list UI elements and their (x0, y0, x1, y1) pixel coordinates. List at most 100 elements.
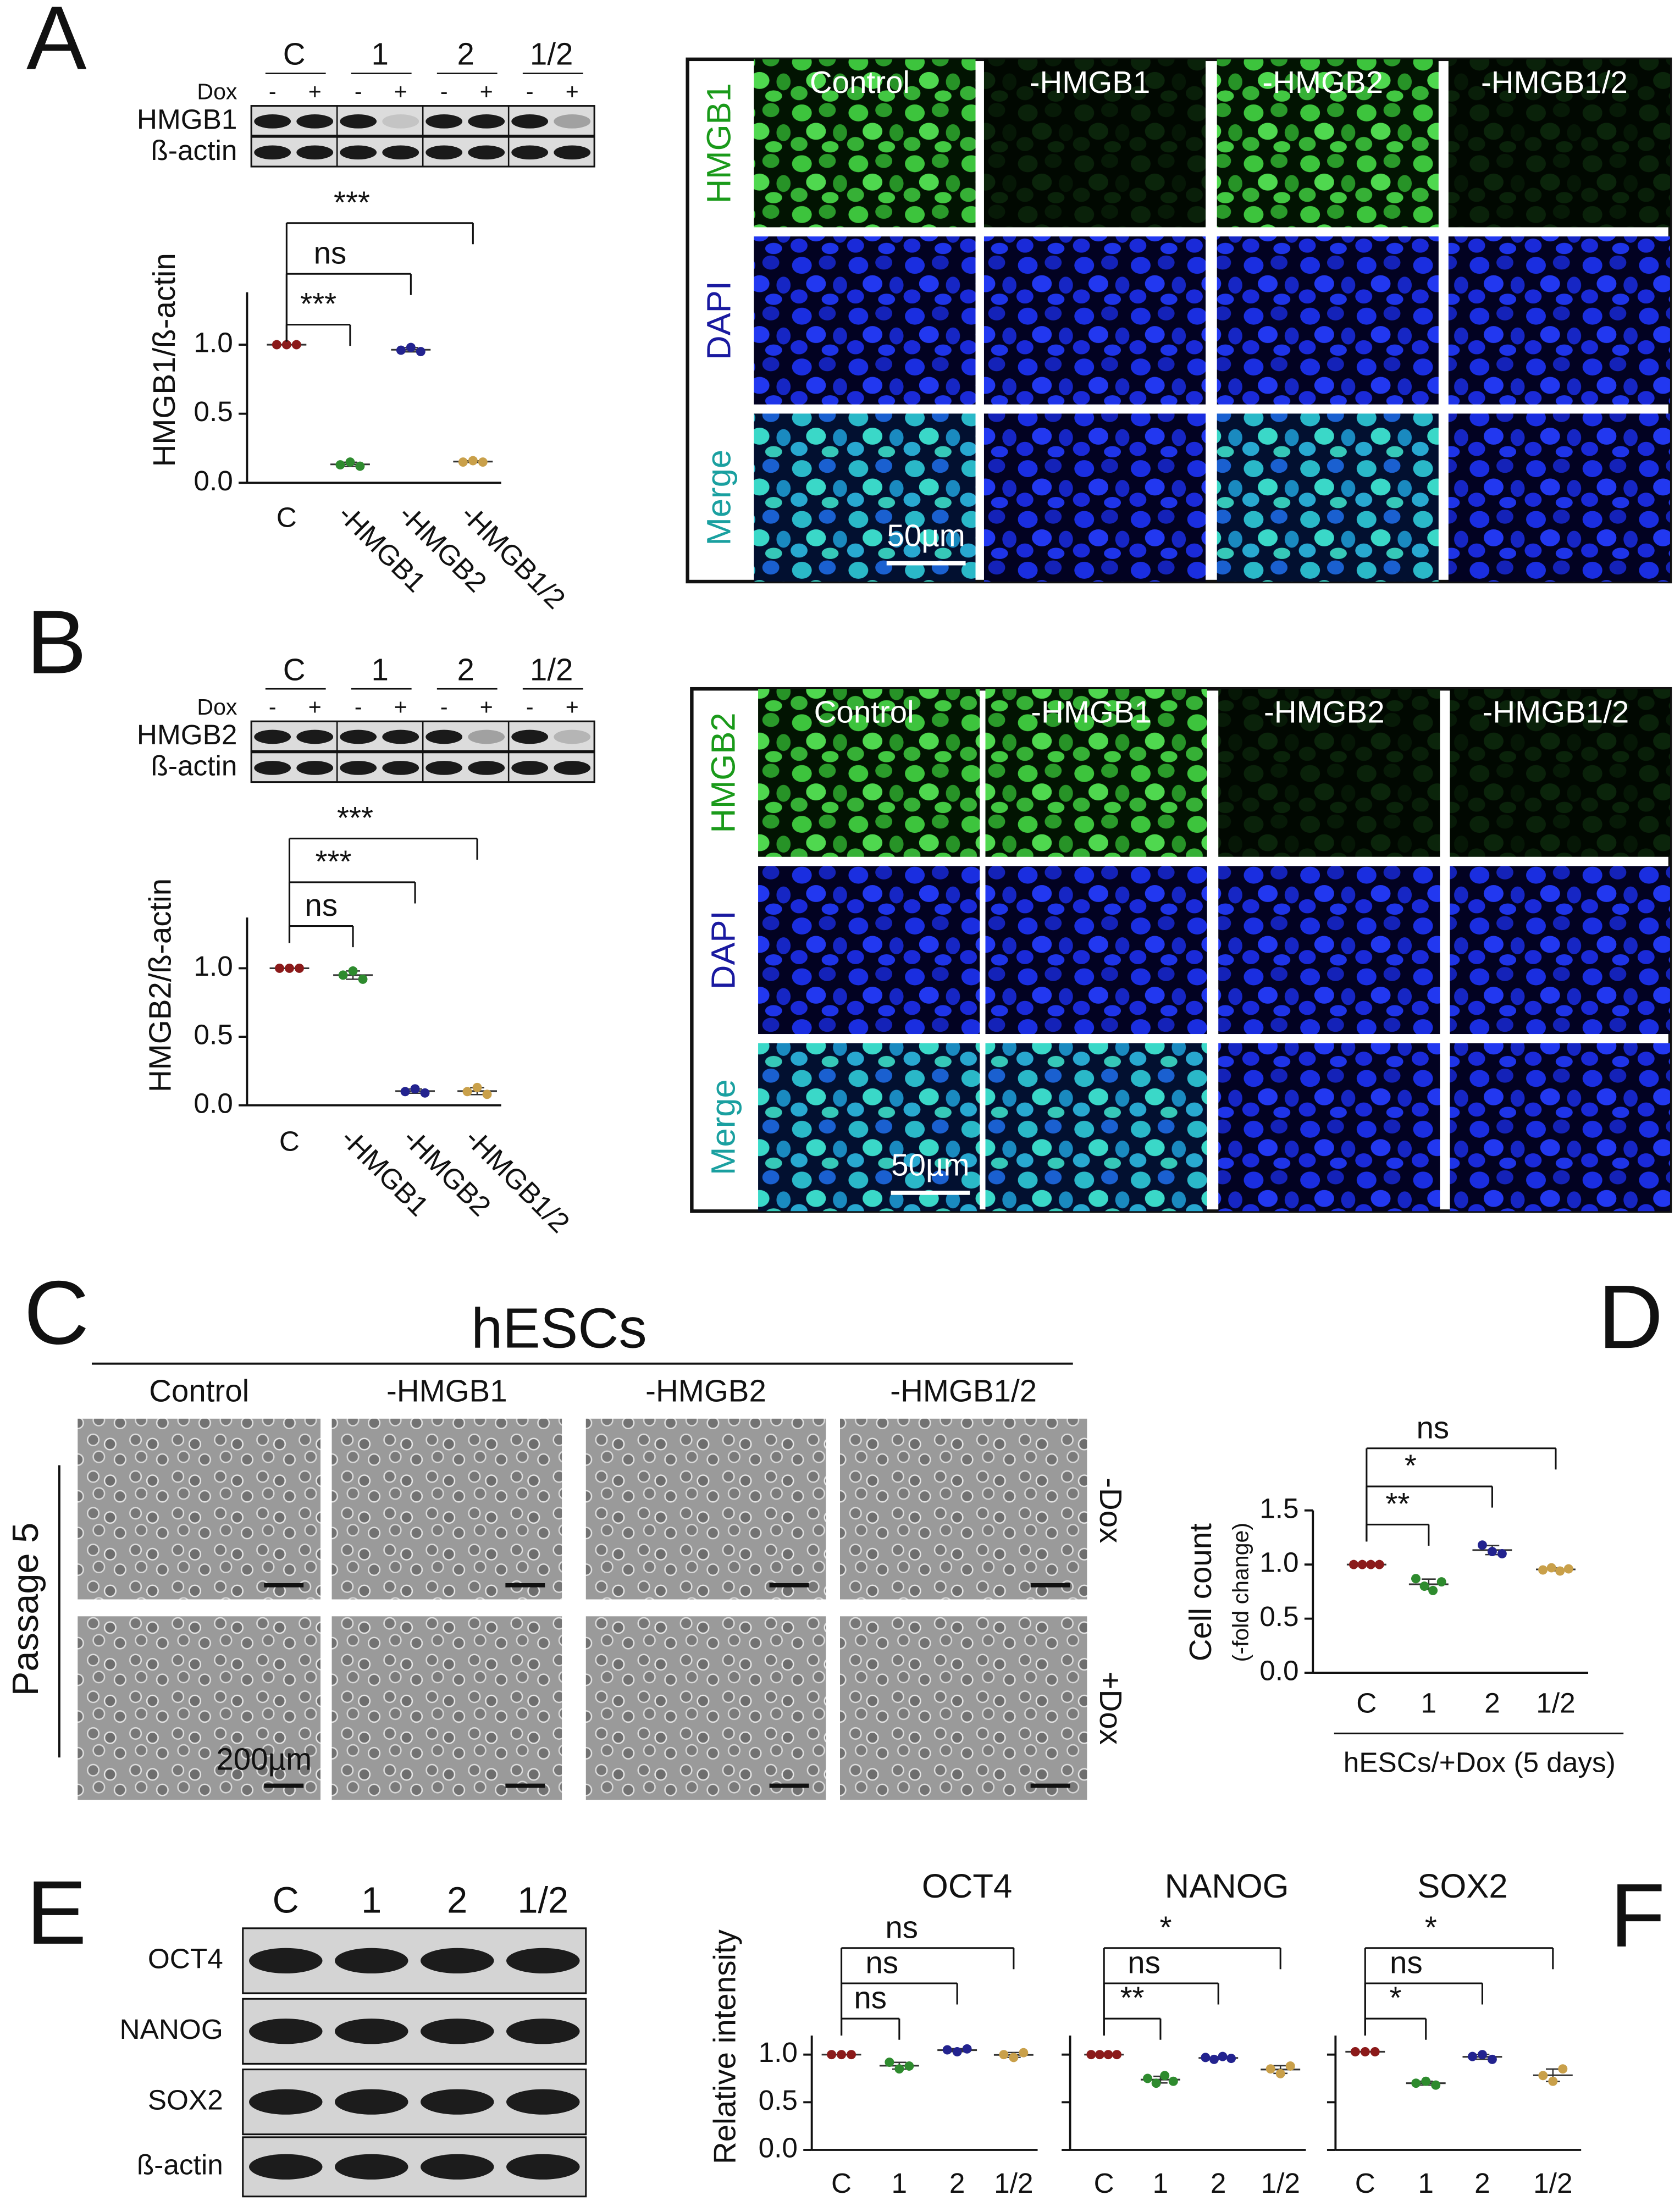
y-tick-label: 0.0 (1259, 1655, 1298, 1686)
data-point (1428, 1585, 1438, 1595)
dox-sign: + (394, 694, 407, 720)
blot-band (511, 114, 549, 129)
data-point (396, 345, 406, 355)
data-point (1265, 2064, 1275, 2074)
if-column-label: -HMGB2 (1262, 65, 1383, 99)
data-point (1370, 2047, 1380, 2056)
blot-band (248, 2019, 323, 2044)
blot-band (340, 761, 377, 775)
blot-band (254, 761, 291, 775)
y-axis-sublabel: (-fold change) (1228, 1523, 1253, 1662)
chart-title: NANOG (1165, 1867, 1289, 1905)
scale-bar-label: 50µm (887, 518, 965, 552)
dox-sign: - (355, 694, 362, 720)
blot-band (425, 114, 463, 129)
blot-band (382, 761, 419, 775)
significance-label: *** (300, 286, 336, 321)
if-row-label: HMGB1 (700, 83, 738, 203)
panel-label: B (26, 591, 87, 693)
data-point (827, 2050, 837, 2060)
data-point (416, 347, 425, 357)
data-point (1009, 2053, 1019, 2062)
if-image (1448, 413, 1670, 582)
data-point (1421, 2076, 1431, 2086)
data-point (400, 1087, 410, 1097)
data-point (962, 2044, 972, 2054)
data-point (1143, 2073, 1153, 2083)
significance-label: ns (305, 888, 338, 922)
panel-label: A (26, 0, 87, 89)
blot-band (296, 114, 334, 129)
x-tick-label: 1 (1153, 2167, 1169, 2199)
dox-sign: - (269, 79, 277, 104)
blot-band (248, 1948, 323, 1974)
blot-band (334, 2019, 408, 2044)
y-tick-label: 1.0 (194, 950, 233, 982)
data-point (1431, 2080, 1441, 2090)
if-image (1218, 866, 1440, 1035)
phase-column-label: -HMGB1 (386, 1374, 507, 1408)
data-point (1411, 2078, 1421, 2088)
if-image (1217, 236, 1439, 405)
if-column-label: -HMGB1 (1030, 65, 1151, 99)
chart-title: OCT4 (922, 1867, 1012, 1905)
data-point (837, 2050, 847, 2060)
blot-group-label: 1/2 (530, 652, 573, 687)
dox-label: Dox (197, 694, 237, 720)
data-point (1350, 2047, 1360, 2056)
x-tick-label: 1/2 (1261, 2167, 1300, 2199)
scale-bar-label: 50µm (891, 1148, 969, 1182)
x-tick-label: 1 (1418, 2167, 1434, 2199)
phase-image (840, 1418, 1087, 1600)
x-tick-label: 1/2 (1533, 2167, 1572, 2199)
blot-row-label: ß-actin (137, 2149, 223, 2180)
x-tick-label: 2 (1211, 2167, 1226, 2199)
blot-band (296, 729, 334, 744)
panel-label: C (24, 1262, 89, 1363)
blot-row-label: ß-actin (151, 750, 237, 782)
phase-column-label: -HMGB2 (645, 1374, 766, 1408)
data-point (291, 340, 301, 350)
blot-band (468, 729, 505, 744)
data-point (1366, 1560, 1376, 1569)
x-tick-label: 1 (892, 2167, 908, 2199)
blot-band (340, 145, 377, 160)
if-image (985, 866, 1207, 1035)
data-point (345, 457, 355, 467)
panel-label: E (26, 1862, 87, 1963)
x-axis-label: hESCs/+Dox (5 days) (1344, 1747, 1616, 1778)
if-image (1218, 1043, 1440, 1212)
x-tick-label: 2 (1484, 1688, 1500, 1719)
data-point (1497, 1549, 1507, 1558)
phase-image (78, 1616, 320, 1800)
if-row-label: HMGB2 (704, 712, 742, 833)
blot-band (248, 2154, 323, 2180)
blot-band (468, 145, 505, 160)
blot-column-label: C (273, 1880, 299, 1921)
blot-band (506, 2089, 580, 2115)
data-point (1477, 1540, 1487, 1550)
dox-sign: - (526, 694, 534, 720)
x-tick-label: 1/2 (994, 2167, 1033, 2199)
blot-band (420, 2154, 494, 2180)
data-point (1436, 1577, 1446, 1587)
data-point (1487, 1547, 1497, 1557)
significance-label: ns (854, 1981, 887, 2015)
data-point (1275, 2069, 1285, 2078)
blot-group-label: 2 (457, 652, 474, 687)
dox-sign: + (566, 694, 579, 720)
if-column-label: -HMGB2 (1264, 694, 1385, 729)
x-tick-label: C (1094, 2167, 1114, 2199)
x-tick-label: C (1356, 1688, 1377, 1719)
if-image (1218, 689, 1440, 857)
data-point (1467, 2051, 1477, 2061)
data-point (458, 457, 468, 467)
if-image (1450, 689, 1670, 857)
y-axis-label: Cell count (1183, 1523, 1218, 1661)
dox-sign: - (355, 79, 362, 104)
phase-group-label: Passage 5 (5, 1523, 46, 1696)
significance-label: ns (885, 1910, 918, 1944)
x-tick-label: 1 (1421, 1688, 1437, 1719)
data-point (952, 2047, 962, 2056)
data-point (1477, 2050, 1487, 2060)
